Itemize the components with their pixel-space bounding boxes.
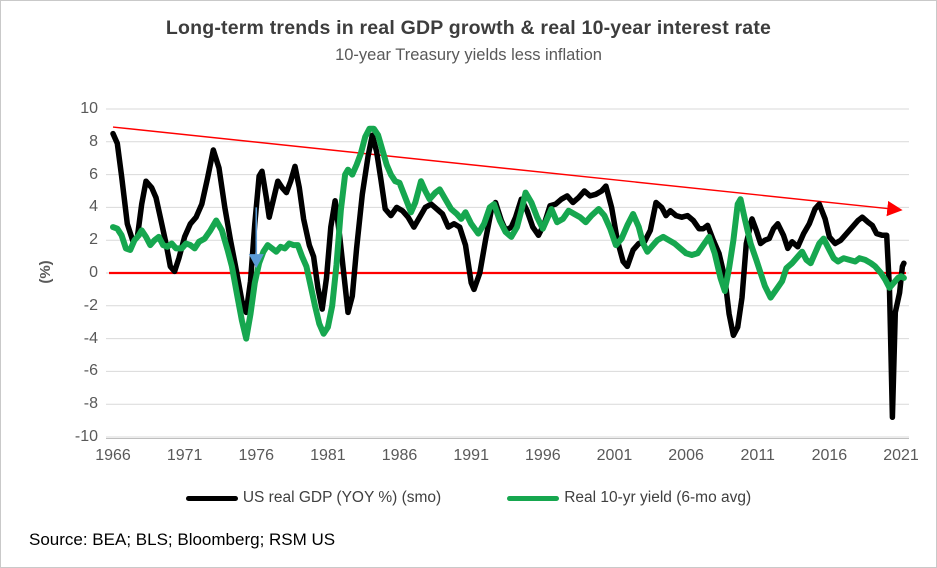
y-tick-label: -8 <box>83 395 98 413</box>
gdp-line-swatch <box>185 495 238 501</box>
legend-item-yield: Real 10-yr yield (6-mo avg) <box>507 489 751 507</box>
y-tick-label: -4 <box>83 329 98 347</box>
legend: US real GDP (YOY %) (smo) Real 10-yr yie… <box>1 489 936 507</box>
y-tick-label: 2 <box>89 231 98 249</box>
x-tick-label: 2001 <box>596 447 633 464</box>
x-tick-label: 1976 <box>238 447 275 464</box>
yield-series-line <box>110 125 907 342</box>
x-tick-label: 2021 <box>883 447 919 464</box>
y-tick-label: -6 <box>83 362 98 380</box>
y-tick-label: 10 <box>80 100 98 117</box>
x-tick-label: 1966 <box>95 447 131 464</box>
y-tick-label: -10 <box>74 428 98 445</box>
x-tick-label: 1991 <box>453 447 489 464</box>
yield-line-swatch <box>507 495 560 501</box>
legend-label-yield: Real 10-yr yield (6-mo avg) <box>564 489 752 506</box>
x-tick-label: 1971 <box>166 447 203 464</box>
y-tick-label: 8 <box>89 132 98 150</box>
legend-label-gdp: US real GDP (YOY %) (smo) <box>242 489 442 506</box>
x-tick-label: 1996 <box>525 447 561 464</box>
source-note: Source: BEA; BLS; Bloomberg; RSM US <box>29 530 336 549</box>
y-tick-label: 6 <box>89 165 98 183</box>
x-tick-label: 1981 <box>310 447 346 464</box>
x-tick-label: 2006 <box>668 447 704 464</box>
trend-arrow <box>112 126 903 217</box>
y-tick-label: 0 <box>89 264 98 281</box>
x-tick-label: 2011 <box>740 447 775 464</box>
chart-subtitle: 10-year Treasury yields less inflation <box>335 46 602 64</box>
chart-title: Long-term trends in real GDP growth & re… <box>165 17 772 39</box>
y-tick-label: -2 <box>83 296 98 314</box>
x-tick-label: 1986 <box>381 447 418 464</box>
legend-item-gdp: US real GDP (YOY %) (smo) <box>185 489 442 507</box>
down-arrow-head <box>248 254 264 269</box>
x-tick-label: 2016 <box>811 447 848 464</box>
y-tick-label: 4 <box>89 198 98 216</box>
